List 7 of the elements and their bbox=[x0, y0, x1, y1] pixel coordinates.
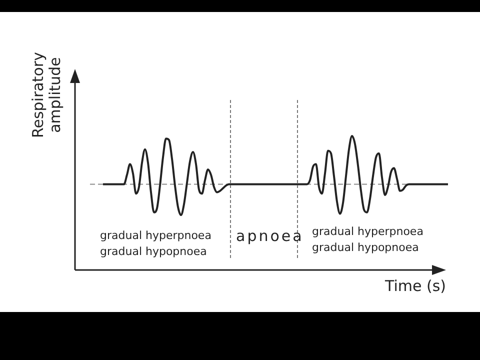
annotation: gradual hyperpnoea bbox=[312, 225, 424, 238]
y-axis-title: Respiratory amplitude bbox=[29, 51, 64, 140]
annotation: gradual hypopnoea bbox=[312, 241, 419, 254]
annotation: gradual hyperpnoea bbox=[100, 229, 212, 242]
annotation: gradual hypopnoea bbox=[100, 245, 207, 258]
annotation: apnoea bbox=[236, 227, 304, 245]
x-axis-title: Time (s) bbox=[385, 277, 446, 295]
